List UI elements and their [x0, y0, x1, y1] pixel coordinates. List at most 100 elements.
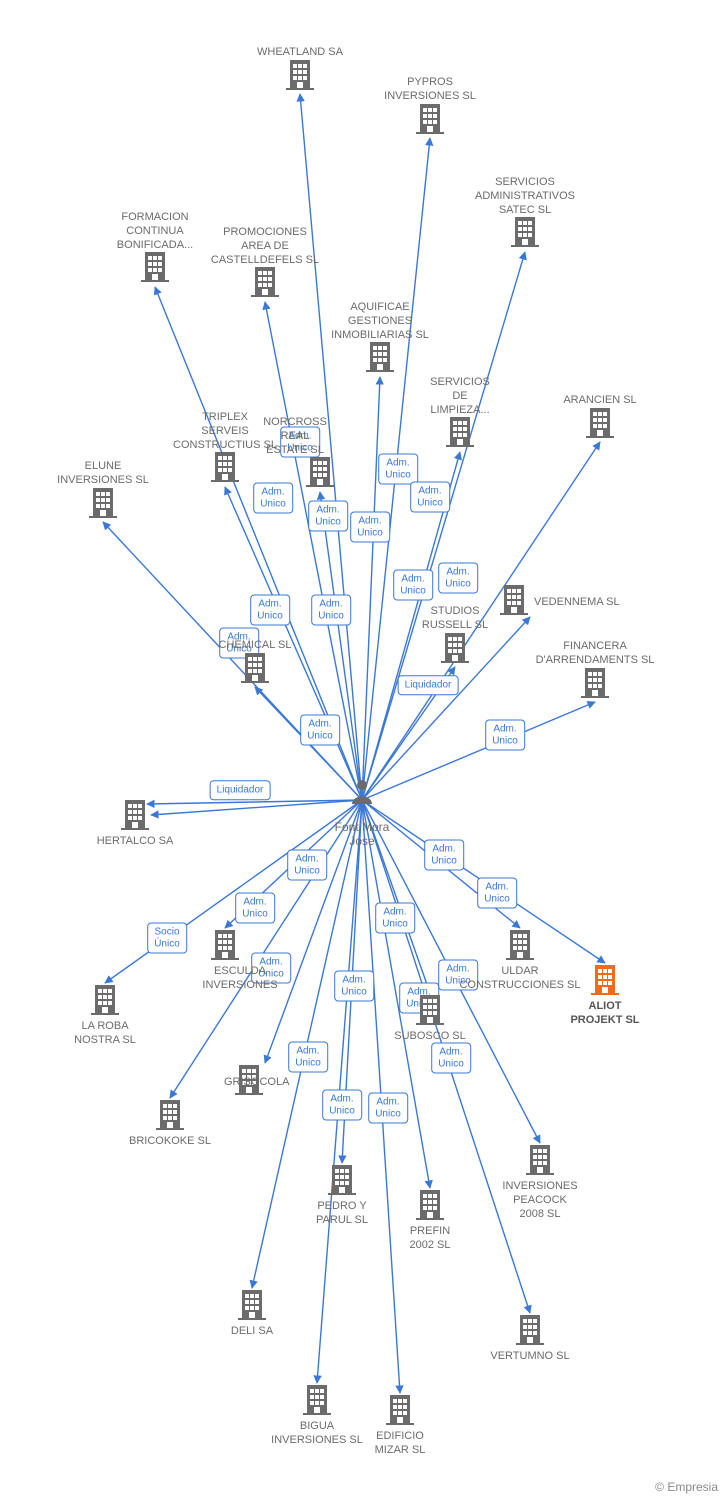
company-label: LA ROBA NOSTRA SL: [35, 1020, 175, 1048]
company-node[interactable]: WHEATLAND SA: [230, 46, 370, 95]
company-node[interactable]: PYPROS INVERSIONES SL: [360, 76, 500, 139]
company-label: DELI SA: [182, 1325, 322, 1339]
company-label: ARANCIEN SL: [530, 394, 670, 408]
company-node[interactable]: HERTALCO SA: [65, 800, 205, 849]
building-icon: [156, 1100, 184, 1135]
building-icon: [91, 985, 119, 1020]
edge-label: Adm. Unico: [300, 715, 340, 746]
building-icon: [238, 1290, 266, 1325]
company-node[interactable]: GRISOCOLA: [235, 1065, 435, 1100]
watermark: © Empresia: [655, 1480, 718, 1494]
building-icon: [506, 930, 534, 965]
building-icon: [328, 1165, 356, 1200]
person-icon: [351, 791, 373, 808]
company-label: FINANCERA D'ARRENDAMENTS SL: [525, 640, 665, 668]
edge-line: [320, 492, 362, 800]
company-label: PREFIN 2002 SL: [360, 1225, 500, 1253]
edge-label: Adm. Unico: [410, 482, 450, 513]
edge-label: Adm. Unico: [438, 563, 478, 594]
edge-line: [362, 667, 455, 800]
building-icon: [241, 653, 269, 688]
edge-label: Liquidador: [210, 780, 271, 800]
company-node[interactable]: SERVICIOS ADMINISTRATIVOS SATEC SL: [455, 176, 595, 252]
company-node[interactable]: ELUNE INVERSIONES SL: [33, 460, 173, 523]
company-label: INVERSIONES PEACOCK 2008 SL: [470, 1180, 610, 1221]
center-person-node[interactable]: [351, 778, 373, 809]
company-label: SERVICIOS ADMINISTRATIVOS SATEC SL: [455, 176, 595, 217]
building-icon: [211, 930, 239, 965]
company-node[interactable]: BRICOKOKE SL: [100, 1100, 240, 1149]
building-icon: [286, 60, 314, 95]
company-node[interactable]: PROMOCIONES AREA DE CASTELLDEFELS SL: [195, 226, 335, 302]
company-label: AQUIFICAE GESTIONES INMOBILIARIAS SL: [310, 301, 450, 342]
building-icon: [591, 965, 619, 1000]
edge-label: Adm. Unico: [431, 1043, 471, 1074]
company-node[interactable]: SUBOSCO SL: [360, 995, 500, 1044]
company-node[interactable]: ESCULDA INVERSIONES: [155, 930, 295, 993]
watermark-text: © Empresia: [655, 1480, 718, 1494]
building-icon: [446, 417, 474, 452]
company-node[interactable]: VEDENNEMA SL: [500, 585, 700, 620]
edge-label: Adm. Unico: [287, 850, 327, 881]
company-label: VEDENNEMA SL: [534, 596, 620, 610]
company-label: SUBOSCO SL: [360, 1030, 500, 1044]
company-node[interactable]: CHEMICAL SL: [185, 639, 325, 688]
edge-label: Adm. Unico: [424, 840, 464, 871]
building-icon: [581, 668, 609, 703]
company-node[interactable]: LA ROBA NOSTRA SL: [35, 985, 175, 1048]
edge-label: Adm. Unico: [375, 903, 415, 934]
company-label: WHEATLAND SA: [230, 46, 370, 60]
building-icon: [306, 457, 334, 492]
company-label: ELUNE INVERSIONES SL: [33, 460, 173, 488]
company-node[interactable]: NORCROSS REAL ESTATE SL: [250, 416, 390, 492]
edge-label: Adm. Unico: [250, 595, 290, 626]
edge-line: [255, 687, 362, 800]
edge-label: Adm. Unico: [477, 878, 517, 909]
building-icon: [526, 1145, 554, 1180]
company-node[interactable]: ARANCIEN SL: [530, 394, 670, 443]
building-icon: [303, 1385, 331, 1420]
building-icon: [386, 1395, 414, 1430]
company-label: EDIFICIO MIZAR SL: [330, 1430, 470, 1458]
building-icon: [211, 452, 239, 487]
company-node[interactable]: ALIOT PROJEKT SL: [535, 965, 675, 1028]
edge-label: Adm. Unico: [485, 720, 525, 751]
edge-label: Adm. Unico: [311, 595, 351, 626]
company-label: BRICOKOKE SL: [100, 1135, 240, 1149]
building-icon: [251, 267, 279, 302]
company-label: GRISOCOLA: [224, 1076, 289, 1090]
building-icon: [141, 252, 169, 287]
center-person-label: Font Mora Jose: [335, 820, 390, 848]
edge-label: Adm. Unico: [393, 570, 433, 601]
building-icon: [89, 488, 117, 523]
building-icon: [586, 408, 614, 443]
building-icon: [366, 342, 394, 377]
edge-line: [362, 800, 430, 1188]
edge-label: Adm. Unico: [350, 512, 390, 543]
company-label: CHEMICAL SL: [185, 639, 325, 653]
edge-label: Adm. Unico: [235, 893, 275, 924]
company-label: STUDIOS RUSSELL SL: [385, 605, 525, 633]
company-label: NORCROSS REAL ESTATE SL: [225, 416, 365, 457]
company-label: SERVICIOS DE LIMPIEZA...: [390, 376, 530, 417]
edge-line: [342, 800, 362, 1163]
building-icon: [441, 633, 469, 668]
company-node[interactable]: AQUIFICAE GESTIONES INMOBILIARIAS SL: [310, 301, 450, 377]
company-label: HERTALCO SA: [65, 835, 205, 849]
company-node[interactable]: SERVICIOS DE LIMPIEZA...: [390, 376, 530, 452]
building-icon: [416, 995, 444, 1030]
building-icon: [516, 1315, 544, 1350]
company-node[interactable]: STUDIOS RUSSELL SL: [385, 605, 525, 668]
company-node[interactable]: FINANCERA D'ARRENDAMENTS SL: [525, 640, 665, 703]
company-label: VERTUMNO SL: [460, 1350, 600, 1364]
company-node[interactable]: DELI SA: [182, 1290, 322, 1339]
building-icon: [511, 217, 539, 252]
company-node[interactable]: VERTUMNO SL: [460, 1315, 600, 1364]
company-node[interactable]: INVERSIONES PEACOCK 2008 SL: [470, 1145, 610, 1221]
building-icon: [121, 800, 149, 835]
building-icon: [416, 104, 444, 139]
company-label: PROMOCIONES AREA DE CASTELLDEFELS SL: [195, 226, 335, 267]
network-diagram: © Empresia Adm. UnicoAdm. UnicoAdm. Unic…: [0, 0, 728, 1500]
company-node[interactable]: EDIFICIO MIZAR SL: [330, 1395, 470, 1458]
edge-label: Liquidador: [398, 675, 459, 695]
